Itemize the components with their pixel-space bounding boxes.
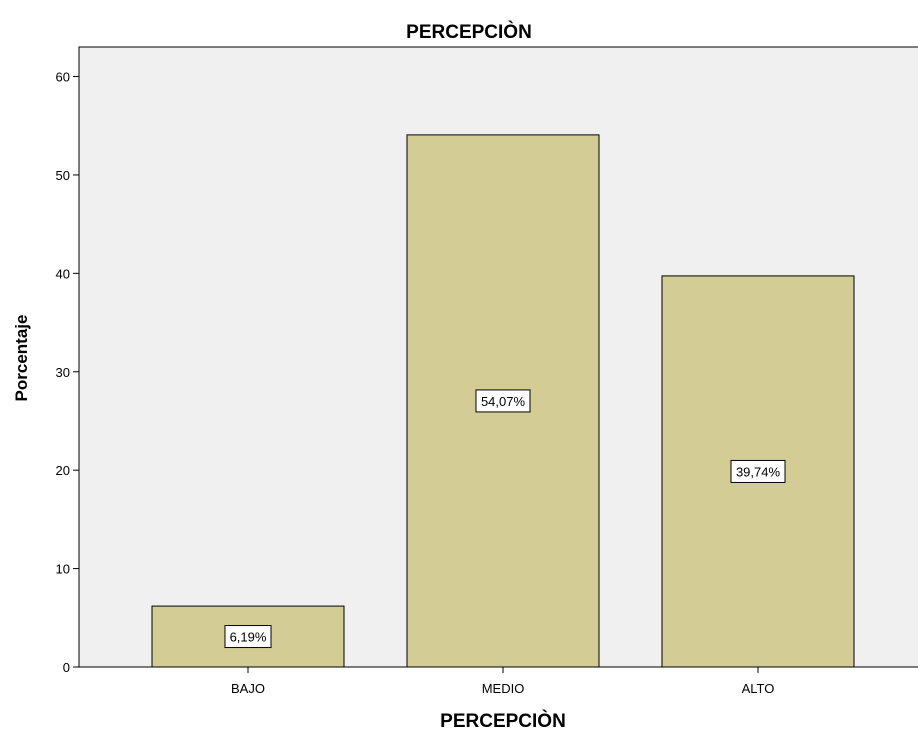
data-label: 39,74% — [736, 464, 781, 479]
data-label-box — [475, 389, 531, 413]
x-tick-label: MEDIO — [482, 681, 525, 696]
y-axis-title: Porcentaje — [12, 315, 31, 402]
x-axis: BAJO MEDIO ALTO — [231, 667, 774, 696]
data-label: 6,19% — [230, 630, 267, 645]
data-label: 54,07% — [481, 394, 526, 409]
y-tick-label: 20 — [56, 463, 70, 478]
data-label-box — [730, 459, 786, 483]
y-tick-label: 10 — [56, 562, 70, 577]
y-tick-label: 0 — [63, 660, 70, 675]
bars-group: 6,19% 54,07% 39,74% — [151, 134, 855, 668]
y-tick-label: 30 — [56, 365, 70, 380]
x-axis-title: PERCEPCIÒN — [440, 710, 566, 732]
y-tick-label: 60 — [56, 70, 70, 85]
y-axis: 0 10 20 30 40 50 60 — [56, 70, 79, 675]
x-tick-label: ALTO — [742, 681, 775, 696]
data-label-box — [224, 625, 272, 649]
y-tick-label: 40 — [56, 266, 70, 281]
chart-title: PERCEPCIÒN — [406, 21, 532, 43]
y-tick-label: 50 — [56, 168, 70, 183]
x-tick-label: BAJO — [231, 681, 265, 696]
